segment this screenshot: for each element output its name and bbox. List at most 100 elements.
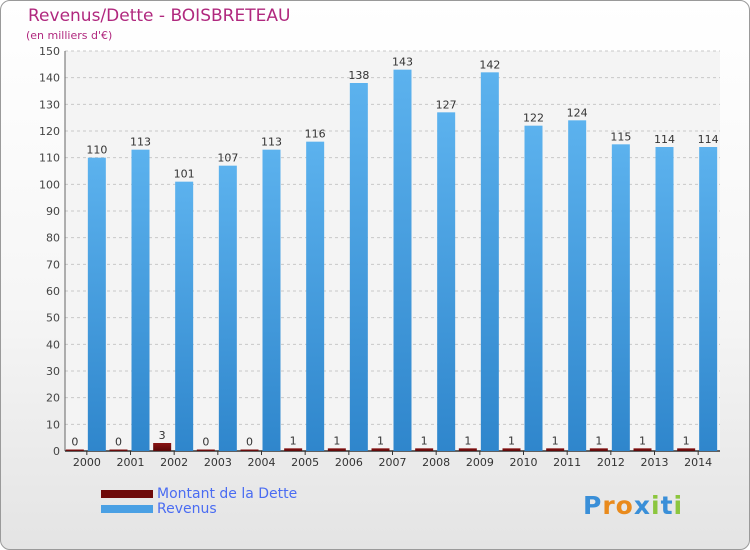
x-tick-label: 2002 xyxy=(160,456,188,469)
bar-revenus xyxy=(393,69,412,452)
y-tick-label: 50 xyxy=(46,312,60,325)
data-label-dette: 3 xyxy=(159,429,166,442)
bar-revenus xyxy=(131,149,150,451)
logo-letter: i xyxy=(651,491,661,520)
x-tick-label: 2005 xyxy=(291,456,319,469)
bar-dette xyxy=(633,448,652,451)
y-tick-label: 80 xyxy=(46,232,60,245)
data-label-revenus: 114 xyxy=(654,133,675,146)
y-tick-label: 40 xyxy=(46,338,60,351)
bar-dette xyxy=(240,449,259,451)
x-tick-label: 2013 xyxy=(641,456,669,469)
x-tick-label: 2014 xyxy=(684,456,712,469)
data-label-dette: 1 xyxy=(595,434,602,447)
bar-revenus xyxy=(655,147,674,451)
x-tick-label: 2011 xyxy=(553,456,581,469)
x-tick-label: 2009 xyxy=(466,456,494,469)
bar-revenus xyxy=(611,144,630,452)
bar-dette xyxy=(153,443,172,451)
logo-letter: x xyxy=(633,491,651,520)
y-tick-label: 30 xyxy=(46,365,60,378)
data-label-revenus: 114 xyxy=(698,133,719,146)
data-label-revenus: 124 xyxy=(567,106,588,119)
data-label-dette: 1 xyxy=(464,434,471,447)
proxiti-logo: Proxiti xyxy=(583,491,683,520)
bar-dette xyxy=(371,448,390,451)
data-label-dette: 1 xyxy=(421,434,428,447)
x-tick-label: 2003 xyxy=(204,456,232,469)
y-tick-label: 110 xyxy=(39,152,60,165)
y-tick-label: 70 xyxy=(46,258,60,271)
data-label-revenus: 107 xyxy=(217,152,238,165)
y-tick-label: 120 xyxy=(39,125,60,138)
logo-letter: P xyxy=(583,491,603,520)
y-tick-label: 10 xyxy=(46,418,60,431)
bar-revenus xyxy=(262,149,281,451)
x-tick-label: 2001 xyxy=(117,456,145,469)
bar-revenus xyxy=(218,165,237,451)
bar-dette xyxy=(589,448,608,451)
logo-letter: o xyxy=(615,491,634,520)
logo-letter: i xyxy=(673,491,684,520)
data-label-revenus: 122 xyxy=(523,112,544,125)
data-label-revenus: 143 xyxy=(392,56,413,69)
data-label-revenus: 138 xyxy=(348,69,369,82)
bar-revenus xyxy=(87,157,106,451)
data-label-revenus: 142 xyxy=(479,58,500,71)
y-tick-label: 60 xyxy=(46,285,60,298)
y-tick-label: 150 xyxy=(39,45,60,58)
bar-dette xyxy=(458,448,477,451)
x-tick-label: 2012 xyxy=(597,456,625,469)
data-label-revenus: 127 xyxy=(436,98,457,111)
data-label-revenus: 116 xyxy=(305,128,326,141)
y-tick-label: 20 xyxy=(46,392,60,405)
x-tick-label: 2006 xyxy=(335,456,363,469)
logo-letter: r xyxy=(602,491,616,520)
bar-revenus xyxy=(306,141,325,451)
data-label-revenus: 110 xyxy=(86,144,107,157)
data-label-revenus: 113 xyxy=(130,136,151,149)
x-tick-label: 2004 xyxy=(248,456,276,469)
bar-revenus xyxy=(175,181,194,451)
bar-revenus xyxy=(480,72,499,451)
data-label-dette: 0 xyxy=(246,436,253,449)
data-label-dette: 0 xyxy=(115,436,122,449)
data-label-dette: 1 xyxy=(290,434,297,447)
y-tick-label: 0 xyxy=(53,445,60,458)
bar-dette xyxy=(65,449,84,451)
bar-revenus xyxy=(568,120,587,451)
bar-dette xyxy=(284,448,303,451)
chart-subtitle: (en milliers d'€) xyxy=(26,29,113,42)
x-tick-label: 2008 xyxy=(422,456,450,469)
bar-revenus xyxy=(699,147,718,451)
bar-revenus xyxy=(349,83,368,451)
data-label-dette: 1 xyxy=(683,434,690,447)
data-label-revenus: 113 xyxy=(261,136,282,149)
data-label-dette: 1 xyxy=(639,434,646,447)
x-tick-label: 2010 xyxy=(510,456,538,469)
bar-dette xyxy=(415,448,434,451)
legend-label-revenus: Revenus xyxy=(157,501,217,517)
legend-swatch-dette xyxy=(101,490,153,498)
chart-title: Revenus/Dette - BOISBRETEAU xyxy=(28,6,291,26)
legend-swatch-revenus xyxy=(101,505,153,513)
plot-area xyxy=(65,51,720,451)
y-tick-label: 140 xyxy=(39,72,60,85)
y-tick-label: 90 xyxy=(46,205,60,218)
x-tick-label: 2007 xyxy=(379,456,407,469)
bar-dette xyxy=(677,448,696,451)
data-label-revenus: 115 xyxy=(610,130,631,143)
data-label-dette: 1 xyxy=(333,434,340,447)
data-label-dette: 1 xyxy=(552,434,559,447)
data-label-dette: 0 xyxy=(71,436,78,449)
y-tick-label: 130 xyxy=(39,98,60,111)
bar-revenus xyxy=(524,125,543,452)
bar-dette xyxy=(502,448,521,451)
bar-dette xyxy=(196,449,215,451)
bar-dette xyxy=(109,449,128,451)
data-label-dette: 1 xyxy=(508,434,515,447)
bar-revenus xyxy=(437,112,456,451)
data-label-dette: 1 xyxy=(377,434,384,447)
